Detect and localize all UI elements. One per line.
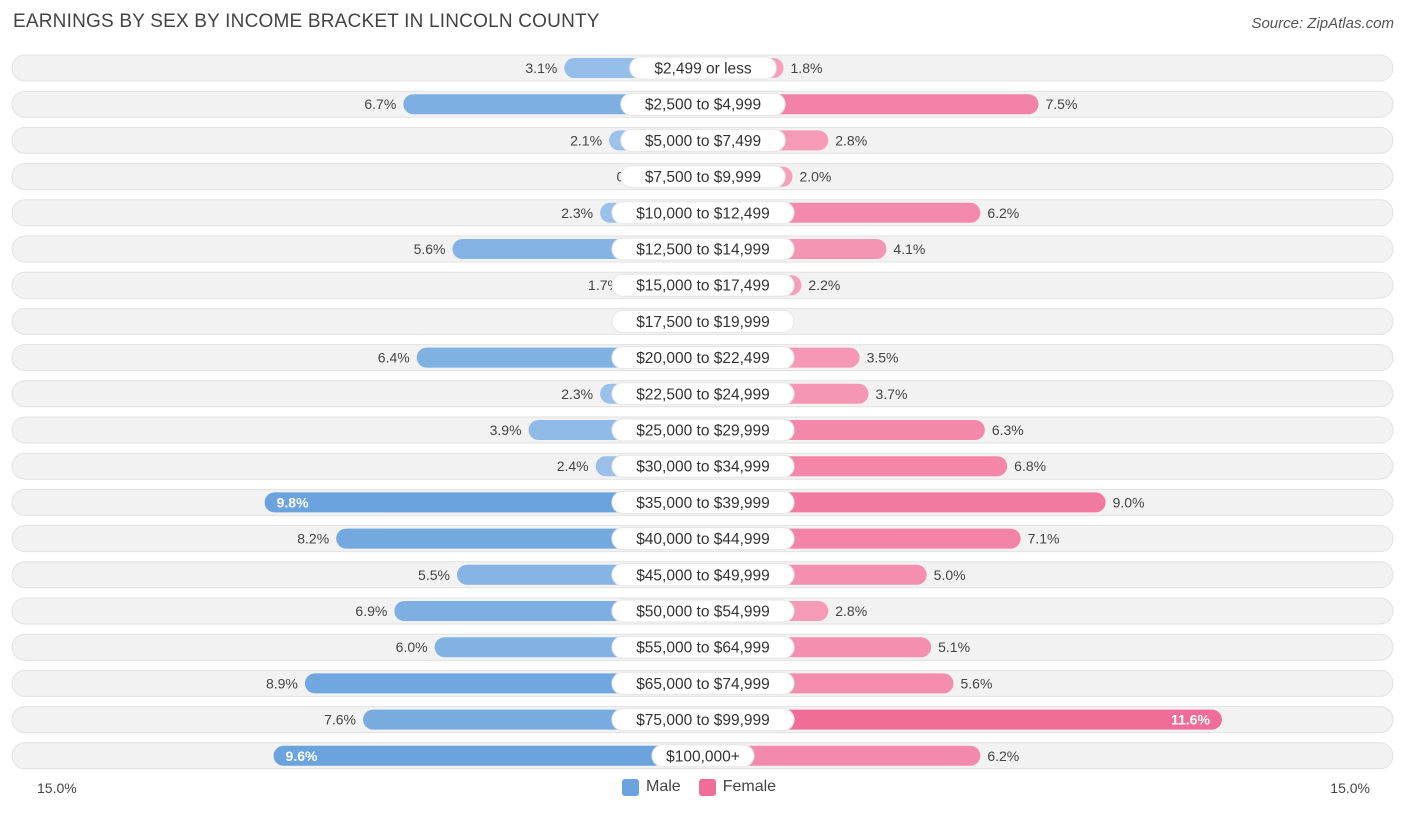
male-value-label: 6.9% xyxy=(355,603,387,619)
female-value-label: 6.2% xyxy=(987,205,1019,221)
category-pill xyxy=(611,599,795,623)
category-label: $5,000 to $7,499 xyxy=(645,133,761,150)
category-label: $20,000 to $22,499 xyxy=(636,350,770,367)
female-value-label: 2.8% xyxy=(835,132,867,148)
male-bar xyxy=(304,673,713,694)
male-value-label: 6.0% xyxy=(396,639,428,655)
legend-item-female[interactable]: Female xyxy=(698,778,777,796)
category-label: $25,000 to $29,999 xyxy=(636,423,770,440)
category-label: $75,000 to $99,999 xyxy=(636,712,770,729)
category-label: $7,500 to $9,999 xyxy=(645,169,761,186)
category-label: $40,000 to $44,999 xyxy=(636,531,770,548)
male-value-label: 1.7% xyxy=(588,277,620,293)
female-value-label: 11.6% xyxy=(1171,712,1210,728)
category-pill xyxy=(611,346,795,370)
category-pill xyxy=(611,237,795,261)
female-value-label: 7.1% xyxy=(1028,531,1060,547)
male-value-label: 6.7% xyxy=(364,96,396,112)
category-label: $15,000 to $17,499 xyxy=(636,278,770,295)
category-pill xyxy=(611,671,795,695)
male-value-label: 5.6% xyxy=(414,241,446,257)
female-value-label: 2.8% xyxy=(835,603,867,619)
category-label: $22,500 to $24,999 xyxy=(636,386,770,403)
category-pill xyxy=(611,635,795,659)
female-value-label: 2.2% xyxy=(808,277,840,293)
category-pill xyxy=(611,309,795,333)
category-pill xyxy=(611,454,795,478)
category-pill xyxy=(611,708,795,732)
male-value-label: 3.9% xyxy=(490,422,522,438)
female-value-label: 3.7% xyxy=(876,386,908,402)
male-value-label: 9.8% xyxy=(277,494,309,510)
category-label: $17,500 to $19,999 xyxy=(636,314,770,331)
axis-left-label: 15.0% xyxy=(37,780,77,796)
category-label: $50,000 to $54,999 xyxy=(636,604,770,621)
chart-area: 3.1% 1.8% $2,499 or less 6.7% 7.5% $2,500 to … xyxy=(11,54,1394,770)
category-label: $35,000 to $39,999 xyxy=(636,495,770,512)
category-pill xyxy=(620,92,786,116)
male-value-label: 2.4% xyxy=(557,458,589,474)
female-value-label: 4.1% xyxy=(893,241,925,257)
category-pill xyxy=(620,128,786,152)
legend-label-male: Male xyxy=(646,778,681,795)
female-value-label: 6.2% xyxy=(987,748,1019,764)
female-value-label: 6.8% xyxy=(1014,458,1046,474)
category-label: $100,000+ xyxy=(666,748,740,765)
legend-item-male[interactable]: Male xyxy=(622,778,681,796)
male-value-label: 2.1% xyxy=(570,132,602,148)
category-label: $10,000 to $12,499 xyxy=(636,205,770,222)
legend-label-female: Female xyxy=(722,778,777,795)
category-pill xyxy=(611,382,795,406)
female-value-label: 9.0% xyxy=(1113,494,1145,510)
category-pill xyxy=(611,490,795,514)
category-pill xyxy=(611,273,795,297)
legend: Male Female xyxy=(622,778,794,796)
male-bar xyxy=(264,492,713,513)
category-label: $2,499 or less xyxy=(654,61,752,78)
female-value-label: 5.0% xyxy=(934,567,966,583)
female-value-label: 5.1% xyxy=(938,639,970,655)
male-value-label: 2.3% xyxy=(561,205,593,221)
female-value-label: 7.5% xyxy=(1046,96,1078,112)
category-pill xyxy=(611,201,795,225)
male-value-label: 6.4% xyxy=(378,350,410,366)
female-value-label: 1.8% xyxy=(791,60,823,76)
category-label: $30,000 to $34,999 xyxy=(636,459,770,476)
male-value-label: 7.6% xyxy=(324,712,356,728)
male-bar xyxy=(273,745,713,766)
category-label: $55,000 to $64,999 xyxy=(636,640,770,657)
female-value-label: 3.5% xyxy=(867,350,899,366)
category-pill xyxy=(629,56,777,80)
male-value-label: 8.9% xyxy=(266,675,298,691)
legend-swatch-male xyxy=(622,778,639,796)
category-label: $65,000 to $74,999 xyxy=(636,676,770,693)
category-pill xyxy=(620,165,786,189)
legend-swatch-female xyxy=(698,778,716,796)
axis-right-label: 15.0% xyxy=(1330,780,1370,796)
female-bar xyxy=(693,709,1222,730)
male-value-label: 3.1% xyxy=(525,60,557,76)
female-value-label: 6.3% xyxy=(992,422,1024,438)
category-pill xyxy=(611,563,795,587)
category-label: $2,500 to $4,999 xyxy=(645,97,761,114)
female-bar xyxy=(693,745,981,766)
male-value-label: 5.5% xyxy=(418,567,450,583)
female-value-label: 5.6% xyxy=(961,675,993,691)
category-label: $45,000 to $49,999 xyxy=(636,567,770,584)
male-value-label: 9.6% xyxy=(286,748,318,764)
category-pill xyxy=(651,744,755,768)
category-pill xyxy=(611,527,795,551)
category-label: $12,500 to $14,999 xyxy=(636,242,770,259)
female-bar xyxy=(693,492,1106,513)
category-pill xyxy=(611,418,795,442)
male-value-label: 2.3% xyxy=(561,386,593,402)
male-value-label: 8.2% xyxy=(297,531,329,547)
source-label: Source: ZipAtlas.com xyxy=(1251,15,1394,32)
chart-title: EARNINGS BY SEX BY INCOME BRACKET IN LIN… xyxy=(13,11,600,32)
female-value-label: 2.0% xyxy=(799,169,831,185)
